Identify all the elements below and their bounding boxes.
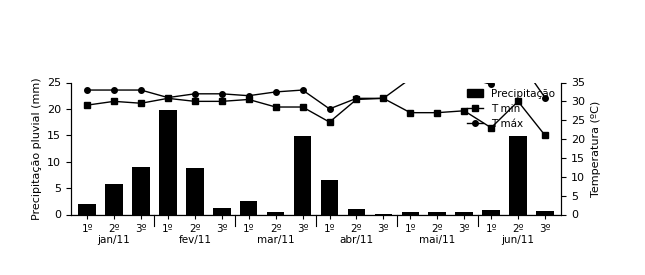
Bar <box>267 212 284 214</box>
Bar <box>159 111 177 214</box>
Text: jan/11: jan/11 <box>97 235 130 244</box>
Text: fev/11: fev/11 <box>179 235 212 244</box>
Bar <box>78 204 96 215</box>
Bar <box>348 209 365 214</box>
Y-axis label: Precipitação pluvial (mm): Precipitação pluvial (mm) <box>32 77 41 220</box>
Y-axis label: Temperatura (ºC): Temperatura (ºC) <box>591 100 600 197</box>
Text: mar/11: mar/11 <box>257 235 295 244</box>
Bar <box>132 167 150 214</box>
Bar <box>240 201 257 214</box>
Bar <box>105 185 123 214</box>
Text: abr/11: abr/11 <box>339 235 373 244</box>
Bar <box>510 136 527 214</box>
Text: jun/11: jun/11 <box>502 235 535 244</box>
Bar <box>213 208 230 214</box>
Bar <box>186 168 204 214</box>
Bar <box>321 180 338 214</box>
Bar <box>482 210 500 215</box>
Text: mai/11: mai/11 <box>419 235 455 244</box>
Bar <box>402 212 419 214</box>
Bar <box>294 136 312 214</box>
Legend: Precipitação, T min, T máx: Precipitação, T min, T máx <box>462 85 559 133</box>
Bar <box>455 212 473 214</box>
Bar <box>536 211 554 215</box>
Bar <box>428 212 446 214</box>
